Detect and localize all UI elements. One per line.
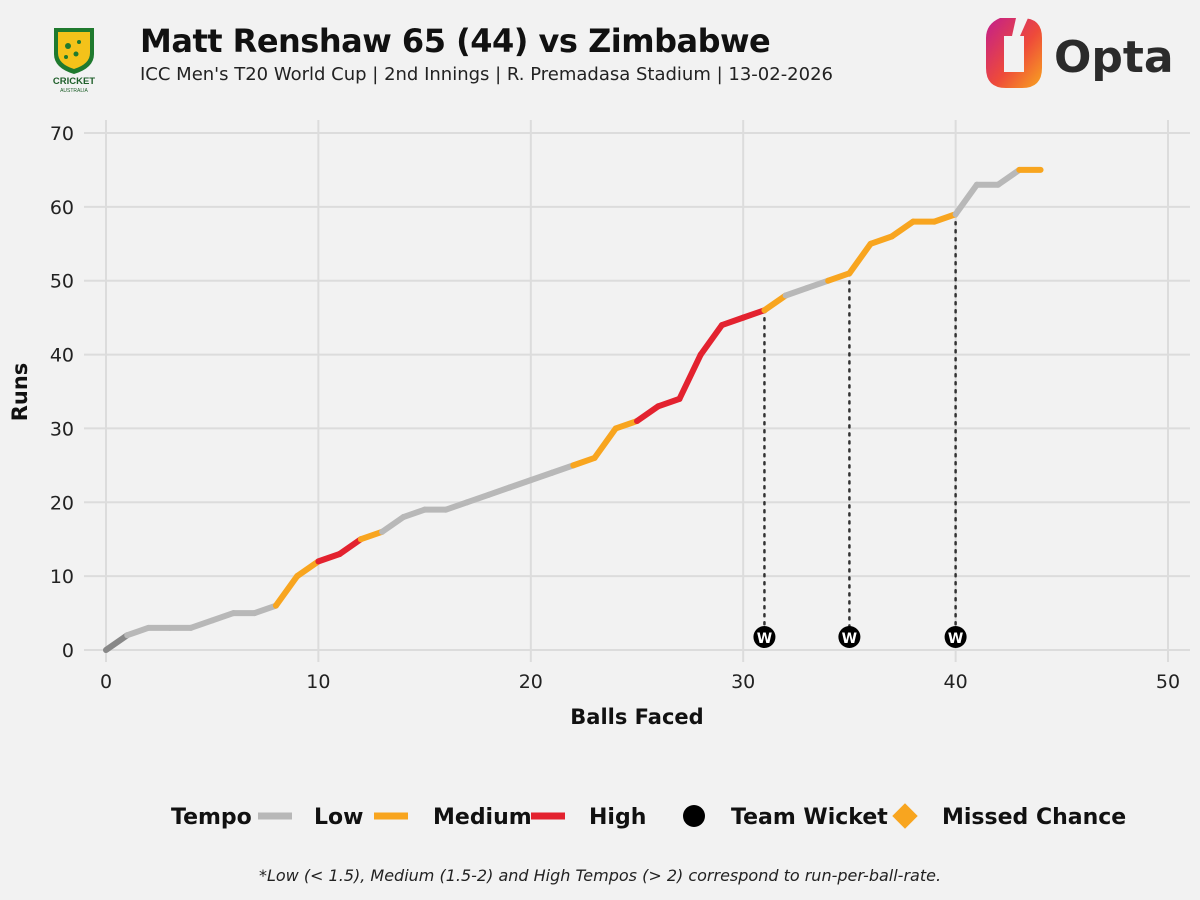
runs-segment-medium [888, 218, 917, 240]
y-tick-label: 0 [62, 640, 74, 662]
runs-segment-medium [570, 454, 598, 469]
chart-title: Matt Renshaw 65 (44) vs Zimbabwe [140, 22, 771, 60]
runs-segment-high [634, 403, 662, 425]
wicket-droplines [763, 212, 957, 630]
y-tick-label: 60 [50, 197, 74, 219]
y-tick-label: 50 [50, 271, 74, 293]
cricket-australia-logo: CRICKET AUSTRALIA [53, 28, 95, 94]
team-wicket-label: W [842, 631, 857, 647]
opta-logo-text: Opta [1054, 32, 1172, 83]
runs-segment-medium [867, 233, 895, 247]
runs-segment-medium [846, 240, 874, 277]
runs-segment-high [740, 307, 768, 321]
team-wicket-marker [944, 626, 967, 648]
runs-segment-low [187, 617, 216, 631]
team-wicket-marker [753, 626, 776, 648]
runs-segment-medium [612, 418, 640, 432]
left-logo-text: CRICKET [53, 76, 95, 87]
legend-label: Missed Chance [942, 805, 1126, 830]
runs-segment-high [718, 314, 747, 329]
runs-segment-low [379, 514, 407, 535]
runs-segment-low [209, 610, 237, 624]
left-logo-subtext: AUSTRALIA [60, 88, 88, 94]
runs-segment-low [124, 624, 152, 639]
runs-segment-medium [825, 270, 853, 284]
team-wicket-label: W [948, 631, 963, 647]
runs-segment-low [485, 484, 513, 498]
legend-missed-chance-swatch [892, 803, 918, 829]
team-wicket-marker [838, 626, 861, 648]
runs-segment-low [442, 499, 471, 513]
runs-segment-medium [591, 425, 619, 461]
legend-label: Low [314, 805, 363, 830]
runs-segment-start [103, 632, 131, 653]
runs-segment-low [527, 469, 556, 484]
runs-segment-low [400, 506, 428, 521]
y-tick-label: 10 [50, 566, 74, 588]
x-tick-label: 50 [1156, 671, 1180, 693]
runs-line [103, 166, 1044, 653]
legend-title: Tempo [171, 805, 252, 830]
runs-segment-medium [931, 211, 959, 225]
y-axis-label: Runs [8, 363, 32, 422]
opta-logo: Opta [986, 18, 1172, 88]
y-tick-label: 70 [50, 123, 74, 145]
grid-layer [84, 120, 1190, 662]
runs-segment-low [549, 462, 577, 476]
team-wicket-label: W [757, 631, 772, 647]
x-tick-label: 0 [100, 671, 112, 693]
x-tick-label: 40 [944, 671, 968, 693]
x-tick-label: 10 [306, 671, 330, 693]
runs-segment-medium [761, 292, 789, 314]
runs-segment-high [315, 550, 343, 565]
runs-segment-medium [357, 528, 386, 543]
x-axis-label: Balls Faced [570, 705, 703, 729]
footnote: *Low (< 1.5), Medium (1.5-2) and High Te… [258, 866, 942, 885]
runs-segment-medium [272, 573, 301, 609]
runs-segment-high [697, 322, 725, 358]
runs-segment-low [464, 491, 492, 506]
legend-label: Team Wicket [731, 805, 888, 830]
runs-segment-low [803, 277, 832, 292]
runs-segment-high [336, 536, 364, 557]
runs-segment-low [506, 477, 534, 491]
y-tick-label: 40 [50, 345, 74, 367]
x-tick-label: 20 [519, 671, 543, 693]
legend-label: Medium [433, 805, 532, 830]
legend: Tempo Low Medium High Team Wicket Missed Chan… [171, 803, 1126, 830]
y-tick-label: 30 [50, 418, 74, 440]
runs-segment-low [952, 181, 980, 218]
chart-subtitle: ICC Men's T20 World Cup | 2nd Innings | … [140, 64, 833, 85]
runs-segment-low [782, 285, 810, 299]
legend-wicket-swatch [683, 805, 705, 827]
runs-segment-low [995, 166, 1023, 188]
legend-label: High [589, 805, 646, 830]
runs-segment-high [655, 395, 683, 410]
axis-layer: 0 10 20 30 40 50 60 70 0 10 20 30 40 50 Balls Faced Run… [8, 123, 1180, 729]
x-tick-label: 30 [731, 671, 755, 693]
y-tick-label: 20 [50, 492, 74, 514]
runs-segment-high [676, 351, 704, 402]
runs-segment-medium [294, 558, 322, 580]
runs-segment-low [251, 602, 279, 617]
